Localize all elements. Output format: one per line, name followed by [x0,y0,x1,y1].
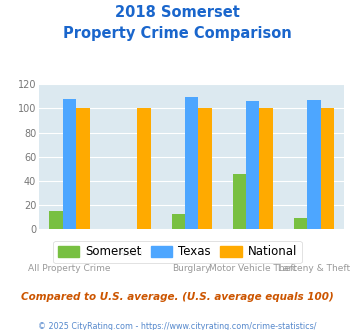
Text: Arson: Arson [118,249,143,258]
Text: Burglary: Burglary [173,264,211,273]
Text: Motor Vehicle Theft: Motor Vehicle Theft [209,264,297,273]
Text: Property Crime Comparison: Property Crime Comparison [63,26,292,41]
Bar [137,108,151,229]
Bar [307,100,321,229]
Bar [294,218,307,229]
Bar [49,211,63,229]
Bar [185,97,198,229]
Text: Compared to U.S. average. (U.S. average equals 100): Compared to U.S. average. (U.S. average … [21,292,334,302]
Bar [171,214,185,229]
Bar [260,108,273,229]
Bar [76,108,90,229]
Text: © 2025 CityRating.com - https://www.cityrating.com/crime-statistics/: © 2025 CityRating.com - https://www.city… [38,322,317,330]
Text: 2018 Somerset: 2018 Somerset [115,5,240,20]
Bar [321,108,334,229]
Text: All Property Crime: All Property Crime [28,264,111,273]
Text: Larceny & Theft: Larceny & Theft [278,264,350,273]
Legend: Somerset, Texas, National: Somerset, Texas, National [53,241,302,263]
Bar [198,108,212,229]
Bar [63,99,76,229]
Bar [246,101,260,229]
Bar [233,174,246,229]
